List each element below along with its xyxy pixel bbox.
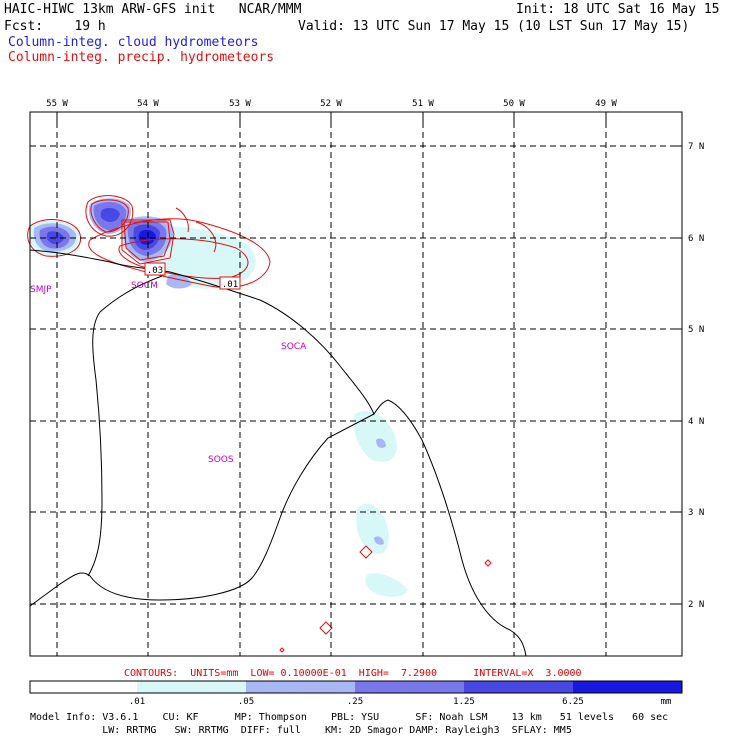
legend-precip-hydrometeors: Column-integ. precip. hydrometeors — [8, 50, 275, 65]
lat-label: 2 N — [688, 600, 704, 610]
colorbar-units: mm — [661, 697, 672, 707]
plot-title: HAIC-HIWC 13km ARW-GFS init NCAR/MMM — [4, 2, 302, 17]
lon-label: 50 W — [503, 99, 525, 109]
init-time: Init: 18 UTC Sat 16 May 15 — [516, 2, 720, 17]
station-socm: SOCM — [131, 281, 158, 291]
lon-label: 52 W — [320, 99, 342, 109]
colorbar-tick: .25 — [347, 697, 363, 707]
lat-label: 3 N — [688, 508, 704, 518]
contour-info: CONTOURS: UNITS=mm LOW= 0.10000E-01 HIGH… — [124, 668, 582, 679]
lon-label: 55 W — [46, 99, 68, 109]
model-info-line2: LW: RRTMG SW: RRTMG DIFF: full KM: 2D Sm… — [30, 725, 572, 736]
model-info-line1: Model Info: V3.6.1 CU: KF MP: Thompson P… — [30, 712, 669, 723]
station-soca: SOCA — [281, 342, 307, 352]
station-smjp: SMJP — [30, 285, 52, 295]
legend-cloud-hydrometeors: Column-integ. cloud hydrometeors — [8, 35, 259, 50]
colorbar: .01 .05 .25 1.25 6.25 mm — [29, 680, 683, 707]
valid-time: Valid: 13 UTC Sun 17 May 15 (10 LST Sun … — [298, 19, 690, 34]
lon-label: 53 W — [229, 99, 251, 109]
lat-label: 6 N — [688, 234, 704, 244]
colorbar-tick: 1.25 — [453, 697, 475, 707]
station-soos: SOOS — [208, 455, 234, 465]
coastline-borders — [29, 249, 527, 657]
contour-label: .03 — [147, 266, 163, 276]
forecast-hour: Fcst: 19 h — [4, 19, 106, 34]
lat-label: 4 N — [688, 417, 704, 427]
station-labels: SMJP SOCM SOCA SOOS — [30, 281, 307, 465]
lon-label: 54 W — [137, 99, 159, 109]
latitude-labels: 7 N 6 N 5 N 4 N 3 N 2 N — [688, 142, 704, 610]
colorbar-tick: 6.25 — [562, 697, 584, 707]
cloud-hydrometeor-fills — [28, 198, 408, 597]
lat-label: 5 N — [688, 325, 704, 335]
map-frame — [29, 111, 683, 657]
longitude-labels: 55 W 54 W 53 W 52 W 51 W 50 W 49 W — [46, 99, 617, 109]
colorbar-tick: .05 — [238, 697, 254, 707]
contour-label: .01 — [222, 280, 238, 290]
contour-value-labels: .03 .01 — [144, 262, 241, 290]
lon-label: 49 W — [595, 99, 617, 109]
lat-label: 7 N — [688, 142, 704, 152]
lon-label: 51 W — [412, 99, 434, 109]
colorbar-tick: .01 — [129, 697, 145, 707]
